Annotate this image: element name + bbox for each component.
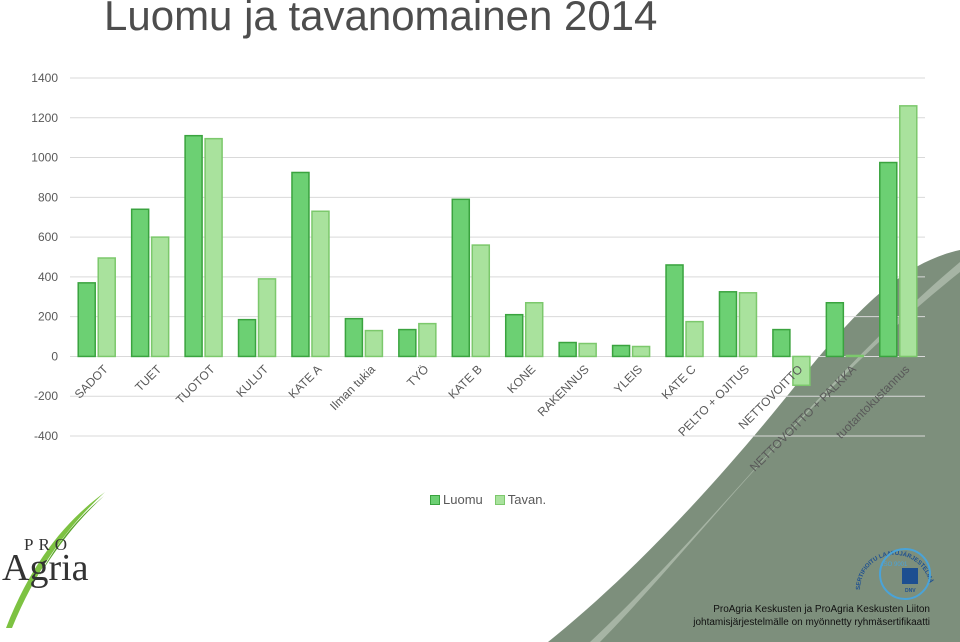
logo-agria-text: Agria [2, 547, 89, 589]
seal-dnv-text: DNV [905, 588, 916, 594]
legend-label-tavan: Tavan. [507, 492, 547, 507]
certification-footer: ProAgria Keskusten ja ProAgria Keskusten… [693, 603, 930, 629]
bar-tavan [685, 320, 704, 358]
bar-luomu [344, 317, 364, 358]
bar-tavan [257, 278, 277, 358]
x-tick-label: TUOTOT [173, 362, 218, 407]
bar-tavan [204, 137, 223, 358]
y-axis: -400 -200 0 200 400 600 800 1000 1200 1400 [31, 71, 58, 443]
bar-tavan [631, 345, 651, 358]
bar-luomu [718, 291, 738, 358]
seal-iso-text: ISO 9001 [882, 562, 908, 568]
bar-tavan [311, 210, 330, 358]
x-tick-label: KATE A [286, 362, 325, 401]
bar-luomu [130, 208, 150, 358]
x-tick-label: SADOT [72, 362, 112, 402]
bar-tavan [578, 342, 597, 358]
bar-luomu [772, 328, 791, 358]
bar-luomu [237, 318, 257, 358]
y-tick-label: 1200 [31, 111, 58, 125]
y-tick-label: 1400 [31, 71, 58, 85]
legend: Luomu Tavan. [430, 492, 546, 507]
x-tick-label: KONE [504, 362, 538, 396]
bar-luomu [665, 264, 684, 358]
y-tick-label: 600 [38, 230, 58, 244]
legend-item-luomu: Luomu [430, 492, 483, 507]
bar-tavan [364, 329, 384, 358]
bar-tavan [792, 355, 811, 387]
swoosh-highlight [590, 262, 960, 642]
bar-luomu [77, 282, 96, 358]
bar-luomu [879, 161, 898, 358]
y-tick-label: 0 [51, 349, 58, 363]
bar-luomu [398, 328, 417, 358]
bar-luomu [825, 301, 845, 358]
footer-line-2: johtamisjärjestelmälle on myönnetty ryhm… [693, 617, 930, 628]
logo-pro-text: PRO [24, 535, 73, 554]
grid-lines [70, 77, 925, 437]
x-tick-label: TYÖ [404, 362, 431, 389]
x-tick-label: RAKENNUS [535, 362, 592, 419]
bar-tavan [150, 236, 170, 358]
bar-luomu [504, 313, 524, 358]
legend-swatch-luomu [430, 494, 440, 505]
bar-luomu [558, 341, 577, 358]
y-tick-label: 400 [38, 270, 58, 284]
proagria-logo [6, 492, 105, 628]
x-tick-label: TUET [132, 362, 165, 395]
x-axis-labels: SADOT TUET TUOTOT KULUT KATE A Ilman tukia TYÖ… [72, 362, 913, 474]
y-tick-label: -200 [34, 389, 58, 403]
bar-tavan [738, 292, 758, 358]
x-tick-label: Ilman tukia [327, 362, 378, 413]
dnv-emblem-icon [902, 568, 918, 584]
bar-tavan [97, 257, 116, 358]
bar-tavan [524, 301, 544, 358]
y-tick-label: 200 [38, 310, 58, 324]
bar-luomu [184, 134, 203, 358]
chart-title: Luomu ja tavanomainen 2014 [104, 0, 658, 39]
bar-tavan [845, 354, 865, 358]
y-tick-label: 800 [38, 190, 58, 204]
bar-tavan [899, 105, 918, 358]
legend-label-luomu: Luomu [443, 492, 483, 507]
footer-line-1: ProAgria Keskusten ja ProAgria Keskusten… [713, 604, 930, 615]
y-tick-label: -400 [34, 429, 58, 443]
bar-luomu [611, 344, 631, 358]
x-tick-label: KULUT [233, 362, 271, 400]
legend-swatch-tavan [494, 494, 505, 505]
bar-luomu [451, 198, 471, 358]
legend-item-tavan: Tavan. [494, 492, 547, 507]
swoosh-shape [548, 250, 960, 642]
y-tick-label: 1000 [31, 151, 58, 165]
bar-tavan [418, 322, 437, 358]
seal-ring [879, 548, 931, 600]
bars [77, 105, 918, 387]
bar-tavan [471, 244, 491, 358]
bar-luomu [291, 171, 310, 358]
x-tick-label: YLEIS [611, 362, 645, 396]
certification-seal-icon: SERTIFIOITU LAATUJÄRJESTELMÄ ISO 9001 DN… [856, 548, 934, 600]
logo-leaf-icon [6, 492, 105, 628]
